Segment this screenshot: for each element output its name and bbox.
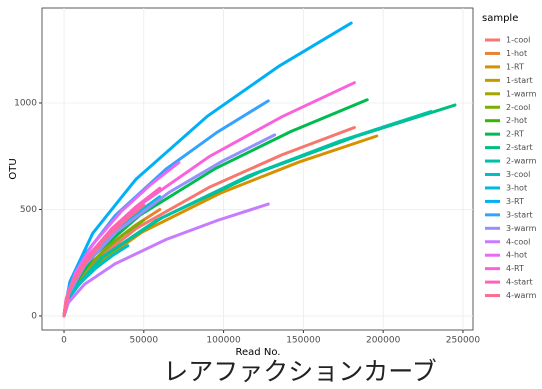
legend-label: 2-hot: [506, 116, 527, 125]
x-tick-label: 200000: [366, 336, 401, 346]
x-axis-title: Read No.: [236, 347, 281, 358]
legend: 1-cool 1-hot 1-RT 1-start 1-warm 2-cool 2-hot 2…: [485, 36, 537, 300]
legend-label: 2-start: [506, 143, 533, 152]
x-tick-label: 100000: [206, 336, 241, 346]
legend-label: 3-start: [506, 210, 533, 219]
legend-label: 4-hot: [506, 251, 527, 260]
legend-label: 3-cool: [506, 170, 530, 179]
legend-label: 4-cool: [506, 237, 530, 246]
y-tick-label: 0: [31, 311, 37, 321]
y-tick-label: 1000: [14, 98, 37, 108]
legend-label: 1-RT: [506, 62, 524, 71]
legend-label: 3-RT: [506, 197, 524, 206]
x-tick-label: 250000: [446, 336, 481, 346]
lines: [62, 21, 457, 318]
x-tick-label: 150000: [286, 336, 321, 346]
legend-title: sample: [482, 13, 518, 24]
series-line: [62, 203, 146, 318]
legend-label: 2-RT: [506, 130, 524, 139]
plot-panel: [41, 7, 474, 331]
legend-label: 4-RT: [506, 264, 524, 273]
legend-label: 3-hot: [506, 183, 527, 192]
y-tick-label: 500: [20, 205, 37, 215]
legend-label: 4-warm: [506, 291, 537, 300]
legend-label: 1-cool: [506, 36, 530, 45]
caption: レアファクションカーブ: [163, 357, 437, 386]
legend-label: 2-cool: [506, 103, 530, 112]
legend-label: 1-warm: [506, 89, 537, 98]
legend-label: 3-warm: [506, 224, 537, 233]
series-line: [62, 21, 353, 318]
legend-label: 1-start: [506, 76, 533, 85]
x-tick-label: 0: [61, 336, 67, 346]
legend-label: 1-hot: [506, 49, 527, 58]
grid: [42, 8, 473, 330]
y-axis-title: OTU: [8, 158, 19, 179]
legend-label: 2-warm: [506, 157, 537, 166]
legend-label: 4-start: [506, 278, 533, 287]
x-tick-label: 50000: [129, 336, 158, 346]
